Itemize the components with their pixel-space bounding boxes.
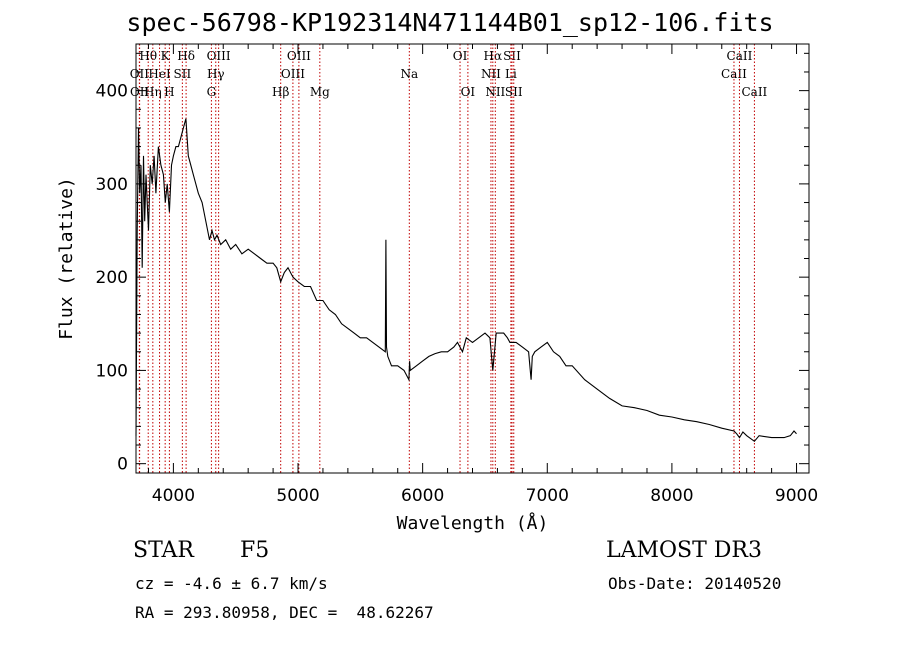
line-marker-label: SII — [174, 67, 192, 81]
spectrum-line-0 — [135, 118, 797, 443]
line-marker-label: Na — [400, 67, 418, 81]
axis-ticks: 4000 5000 6000 7000 8000 9000 0 100 200 300 400 — [96, 44, 818, 506]
line-marker-label: SII — [505, 85, 523, 99]
line-marker-label: NII — [485, 85, 505, 99]
line-marker-label: OII — [130, 67, 150, 81]
x-tick-label: 4000 — [152, 486, 195, 506]
x-tick-label: 9000 — [775, 486, 818, 506]
line-marker-label: SII — [503, 49, 521, 63]
line-marker-label: CaII — [721, 67, 747, 81]
line-marker-label: OIII — [207, 49, 231, 63]
line-marker-label: Hη — [144, 85, 162, 99]
y-tick-label: 300 — [96, 175, 128, 195]
spectrum-series — [135, 118, 797, 443]
line-marker-label: OIII — [281, 67, 305, 81]
line-marker-label: CaII — [727, 49, 753, 63]
y-tick-label: 100 — [96, 361, 128, 381]
line-marker-label: Hγ — [207, 67, 225, 81]
chart-title: spec-56798-KP192314N471144B01_sp12-106.f… — [126, 8, 774, 37]
line-marker-label: OI — [453, 49, 468, 63]
x-tick-label: 8000 — [650, 486, 693, 506]
object-subclass: F5 — [240, 538, 270, 563]
x-axis-label: Wavelength (Å) — [397, 512, 549, 534]
coordinates: RA = 293.80958, DEC = 48.62267 — [135, 603, 434, 622]
line-marker-label: H — [164, 85, 174, 99]
line-marker-label: OII — [130, 85, 150, 99]
redshift-cz: cz = -4.6 ± 6.7 km/s — [135, 574, 328, 593]
line-marker-label: NII — [481, 67, 501, 81]
y-tick-label: 200 — [96, 268, 128, 288]
x-tick-label: 7000 — [526, 486, 569, 506]
survey-name: LAMOST DR3 — [606, 538, 762, 563]
y-tick-label: 400 — [96, 82, 128, 102]
line-marker-label: K — [161, 49, 171, 63]
line-marker-label: Li — [505, 67, 517, 81]
line-marker-label: HeI — [148, 67, 171, 81]
line-marker-label: Mg — [310, 85, 330, 99]
line-marker-label: CaII — [741, 85, 767, 99]
object-class: STAR — [133, 538, 194, 563]
line-marker-label: Hδ — [177, 49, 195, 63]
line-marker-label: Hα — [484, 49, 503, 63]
x-tick-label: 5000 — [276, 486, 319, 506]
line-marker-label: Hθ — [139, 49, 157, 63]
line-marker-label: OI — [461, 85, 476, 99]
plot-frame — [135, 43, 810, 474]
y-axis-label: Flux (relative) — [56, 177, 77, 340]
x-tick-label: 6000 — [401, 486, 444, 506]
line-marker-label: Hβ — [272, 85, 289, 99]
y-tick-label: 0 — [117, 455, 128, 475]
line-marker-label: OIII — [287, 49, 311, 63]
observation-date: Obs-Date: 20140520 — [608, 574, 782, 593]
line-marker-label: G — [207, 85, 217, 99]
